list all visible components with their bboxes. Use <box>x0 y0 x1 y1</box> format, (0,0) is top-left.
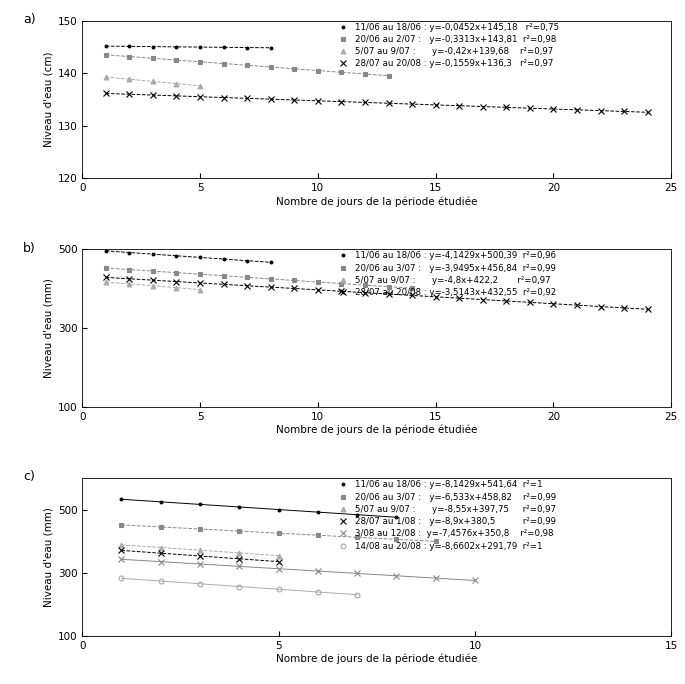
Text: c): c) <box>23 471 35 484</box>
Legend: 11/06 au 18/06 : y=-8,1429x+541,64  r²=1, 20/06 au 3/07 :   y=-6,533x+458,82    : 11/06 au 18/06 : y=-8,1429x+541,64 r²=1,… <box>334 479 557 551</box>
X-axis label: Nombre de jours de la période étudiée: Nombre de jours de la période étudiée <box>276 654 477 664</box>
X-axis label: Nombre de jours de la période étudiée: Nombre de jours de la période étudiée <box>276 425 477 436</box>
Text: a): a) <box>23 12 36 25</box>
Legend: 11/06 au 18/06 : y=-4,1429x+500,39  r²=0,96, 20/06 au 3/07 :   y=-3,9495x+456,84: 11/06 au 18/06 : y=-4,1429x+500,39 r²=0,… <box>334 250 557 298</box>
Y-axis label: Niveau d'eau (mm): Niveau d'eau (mm) <box>44 278 53 378</box>
Text: b): b) <box>23 241 36 254</box>
Y-axis label: Niveau d'eau (mm): Niveau d'eau (mm) <box>44 508 53 607</box>
X-axis label: Nombre de jours de la période étudiée: Nombre de jours de la période étudiée <box>276 196 477 207</box>
Legend: 11/06 au 18/06 : y=-0,0452x+145,18   r²=0,75, 20/06 au 2/07 :   y=-0,3313x+143,8: 11/06 au 18/06 : y=-0,0452x+145,18 r²=0,… <box>334 22 560 69</box>
Y-axis label: Niveau d'eau (cm): Niveau d'eau (cm) <box>43 52 53 147</box>
